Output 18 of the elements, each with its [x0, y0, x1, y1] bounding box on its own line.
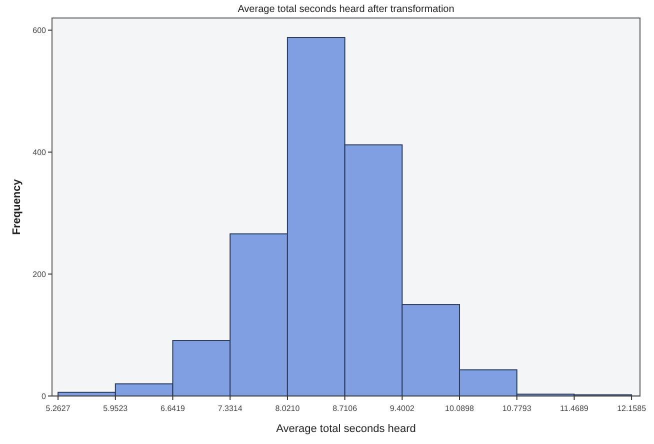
x-tick-label: 12.1585	[617, 404, 647, 413]
x-tick-label: 9.4002	[390, 404, 415, 413]
x-tick-label: 11.4689	[560, 404, 589, 413]
x-axis-title: Average total seconds heard	[276, 423, 416, 435]
x-tick-label: 6.6419	[160, 404, 186, 413]
y-tick-label: 0	[42, 392, 47, 401]
x-tick-label: 10.7793	[502, 404, 532, 413]
chart-title: Average total seconds heard after transformation	[238, 4, 454, 15]
x-tick-label: 10.0898	[445, 404, 475, 413]
y-tick-label: 400	[32, 148, 47, 158]
x-tick-label: 5.2627	[46, 404, 71, 413]
x-tick-label: 7.3314	[218, 404, 243, 413]
y-axis-title: Frequency	[11, 178, 23, 235]
y-tick-label: 200	[32, 270, 47, 280]
y-tick-label: 600	[32, 26, 47, 36]
x-tick-label: 8.0210	[275, 404, 300, 413]
x-tick-label: 5.9523	[103, 404, 128, 413]
x-tick-label: 8.7106	[332, 404, 358, 413]
